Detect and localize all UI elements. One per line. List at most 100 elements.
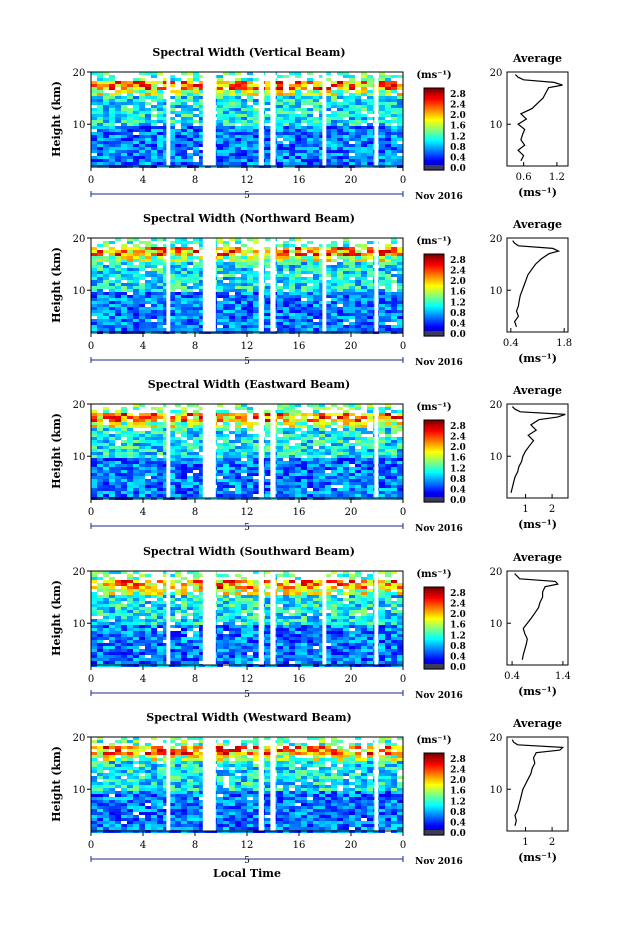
heatmap-cell xyxy=(217,458,223,461)
heatmap-cell xyxy=(391,162,397,165)
heatmap-cell xyxy=(91,87,97,90)
heatmap-cell xyxy=(97,105,103,108)
heatmap-cell xyxy=(349,586,355,589)
heatmap-cell xyxy=(397,589,403,592)
heatmap-cell xyxy=(157,286,163,289)
heatmap-cell xyxy=(175,431,181,434)
heatmap-cell xyxy=(331,434,337,437)
heatmap-cell xyxy=(163,328,169,331)
heatmap-cell xyxy=(139,84,145,87)
heatmap-cell xyxy=(151,253,157,256)
heatmap-cell xyxy=(151,114,157,117)
heatmap-cell xyxy=(265,449,271,452)
heatmap-cell xyxy=(337,271,343,274)
heatmap-cell xyxy=(175,452,181,455)
heatmap-cell xyxy=(331,120,337,123)
heatmap-cell xyxy=(319,93,325,96)
heatmap-cell xyxy=(127,428,133,431)
heatmap-cell xyxy=(289,491,295,494)
heatmap-cell xyxy=(103,491,109,494)
heatmap-cell xyxy=(241,413,247,416)
heatmap-cell xyxy=(313,434,319,437)
heatmap-cell xyxy=(229,256,235,259)
heatmap-cell xyxy=(379,81,385,84)
heatmap-cell xyxy=(289,407,295,410)
heatmap-cell xyxy=(181,461,187,464)
heatmap-cell xyxy=(391,437,397,440)
heatmap-cell xyxy=(217,265,223,268)
heatmap-cell xyxy=(313,274,319,277)
heatmap-cell xyxy=(181,583,187,586)
heatmap-cell xyxy=(223,108,229,111)
heatmap-cell xyxy=(91,328,97,331)
heatmap-cell xyxy=(283,488,289,491)
heatmap-cell xyxy=(253,120,259,123)
heatmap-cell xyxy=(343,238,349,241)
heatmap-cell xyxy=(115,289,121,292)
heatmap-cell xyxy=(355,443,361,446)
heatmap-cell xyxy=(223,256,229,259)
heatmap-cell xyxy=(235,431,241,434)
heatmap-cell xyxy=(163,147,169,150)
heatmap-cell xyxy=(163,271,169,274)
heatmap-cell xyxy=(193,488,199,491)
heatmap-cell xyxy=(145,108,151,111)
heatmap-cell xyxy=(337,250,343,253)
heatmap-cell xyxy=(229,247,235,250)
heatmap-cell xyxy=(145,141,151,144)
heatmap-cell xyxy=(319,464,325,467)
heatmap-cell xyxy=(379,328,385,331)
heatmap-cell xyxy=(265,491,271,494)
heatmap-cell xyxy=(175,259,181,262)
heatmap-cell xyxy=(103,440,109,443)
colorbar-swatch xyxy=(424,309,444,312)
heatmap-cell xyxy=(91,159,97,162)
heatmap-cell xyxy=(91,446,97,449)
heatmap-cell xyxy=(277,491,283,494)
heatmap-cell xyxy=(133,416,139,419)
heatmap-cell xyxy=(265,120,271,123)
colorbar-tick-label: 1.6 xyxy=(450,454,466,464)
heatmap-cell xyxy=(187,298,193,301)
colorbar-swatch xyxy=(424,303,444,306)
heatmap-cell xyxy=(157,313,163,316)
heatmap-cell xyxy=(265,431,271,434)
heatmap-cell xyxy=(193,147,199,150)
heatmap-cell xyxy=(181,491,187,494)
y-tick-label: 20 xyxy=(73,234,86,245)
heatmap-cell xyxy=(181,286,187,289)
heatmap-cell xyxy=(295,141,301,144)
heatmap-cell xyxy=(397,467,403,470)
heatmap-cell xyxy=(145,123,151,126)
heatmap-cell xyxy=(385,253,391,256)
heatmap-cell xyxy=(145,87,151,90)
heatmap-cell xyxy=(385,123,391,126)
heatmap-cell xyxy=(193,307,199,310)
heatmap-cell xyxy=(139,93,145,96)
heatmap-cell xyxy=(193,494,199,497)
heatmap-cell xyxy=(361,328,367,331)
heatmap-cell xyxy=(193,452,199,455)
heatmap-cell xyxy=(385,431,391,434)
heatmap-cell xyxy=(229,159,235,162)
heatmap-cell xyxy=(127,150,133,153)
heatmap-cell xyxy=(253,437,259,440)
heatmap-cell xyxy=(331,84,337,87)
heatmap-cell xyxy=(289,325,295,328)
heatmap-cell xyxy=(91,90,97,93)
heatmap-cell xyxy=(343,75,349,78)
heatmap-cell xyxy=(127,144,133,147)
average-title: Average xyxy=(512,218,562,231)
heatmap-cell xyxy=(355,571,361,574)
heatmap-cell xyxy=(397,485,403,488)
heatmap-cell xyxy=(229,96,235,99)
heatmap-cell xyxy=(127,422,133,425)
heatmap-cell xyxy=(199,407,205,410)
heatmap-cell xyxy=(163,404,169,407)
heatmap-cell xyxy=(247,322,253,325)
heatmap-cell xyxy=(313,144,319,147)
heatmap-cell xyxy=(277,274,283,277)
heatmap-cell xyxy=(187,117,193,120)
colorbar-frame xyxy=(423,419,445,503)
heatmap-cell xyxy=(283,129,289,132)
